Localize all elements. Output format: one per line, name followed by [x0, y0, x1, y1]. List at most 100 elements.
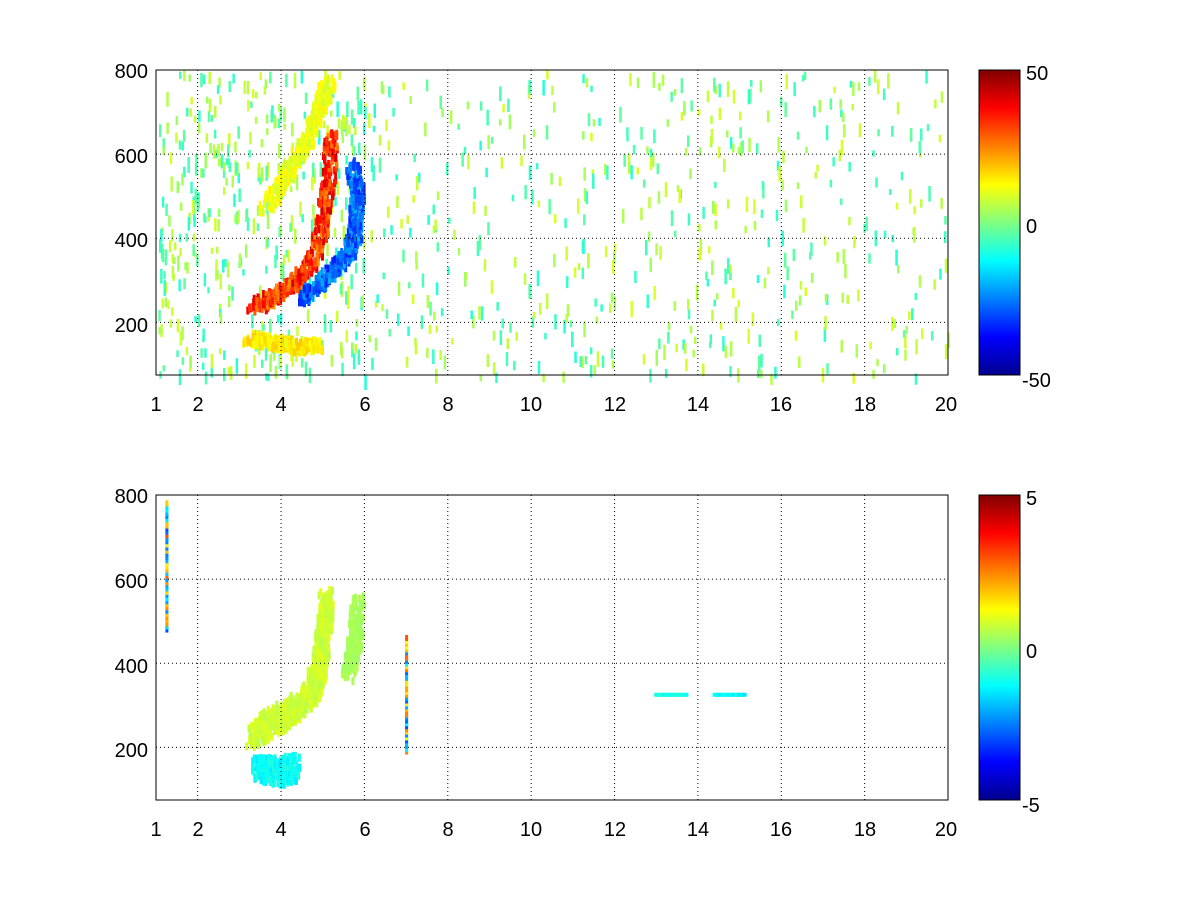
- heatmap-cell: [357, 594, 361, 603]
- heatmap-cell: [308, 284, 312, 293]
- heatmap-cell: [256, 755, 259, 764]
- heatmap-cell: [297, 160, 301, 169]
- heatmap-cell: [511, 194, 515, 202]
- heatmap-cell: [712, 200, 715, 214]
- heatmap-cell: [513, 360, 516, 371]
- heatmap-cell: [188, 74, 192, 82]
- heatmap-cell: [551, 85, 554, 95]
- heatmap-cell: [176, 350, 179, 357]
- heatmap-cell: [247, 99, 250, 112]
- heatmap-cell: [193, 115, 197, 123]
- heatmap-cell: [626, 127, 629, 142]
- heatmap-cell: [648, 197, 651, 209]
- heatmap-cell: [292, 166, 296, 175]
- heatmap-cell: [897, 265, 900, 274]
- heatmap-cell: [359, 192, 363, 201]
- heatmap-cell: [269, 728, 273, 737]
- heatmap-cell: [594, 298, 597, 307]
- heatmap-cell: [636, 167, 639, 175]
- heatmap-cell: [548, 199, 551, 215]
- bottom-x-tick-label: 2: [192, 819, 203, 841]
- heatmap-cell: [280, 172, 284, 181]
- heatmap-cell: [877, 129, 880, 137]
- heatmap-cell: [382, 272, 385, 280]
- heatmap-cell: [361, 632, 365, 641]
- heatmap-cell: [852, 372, 855, 384]
- top-colorbar-gradient: [978, 69, 1021, 376]
- heatmap-cell: [778, 166, 781, 182]
- heatmap-cell: [652, 152, 655, 167]
- heatmap-cell: [495, 372, 498, 383]
- heatmap-cell: [299, 289, 303, 298]
- heatmap-cell: [356, 224, 360, 233]
- heatmap-cell: [647, 231, 651, 242]
- heatmap-cell: [863, 223, 866, 233]
- heatmap-cell: [292, 175, 296, 184]
- heatmap-cell: [676, 185, 680, 192]
- heatmap-cell: [290, 147, 294, 156]
- heatmap-cell: [331, 136, 335, 145]
- heatmap-cell: [425, 79, 429, 92]
- heatmap-cell: [710, 128, 714, 144]
- heatmap-cell: [842, 249, 845, 264]
- heatmap-cell: [263, 724, 267, 733]
- heatmap-cell: [337, 250, 341, 259]
- heatmap-cell: [318, 85, 322, 94]
- heatmap-cell: [509, 322, 512, 333]
- heatmap-cell: [356, 616, 360, 625]
- heatmap-cell: [193, 250, 197, 258]
- heatmap-cell: [291, 751, 295, 760]
- heatmap-cell: [680, 111, 684, 121]
- heatmap-cell: [268, 342, 272, 351]
- heatmap-cell: [281, 282, 285, 291]
- heatmap-cell: [324, 106, 328, 115]
- heatmap-cell: [227, 144, 230, 158]
- heatmap-cell: [810, 273, 814, 283]
- heatmap-cell: [846, 294, 849, 304]
- heatmap-cell: [333, 227, 337, 238]
- heatmap-cell: [359, 613, 363, 622]
- heatmap-cell: [775, 209, 779, 222]
- heatmap-cell: [288, 346, 292, 355]
- heatmap-cell: [729, 366, 732, 378]
- heatmap-cell: [358, 212, 362, 221]
- heatmap-cell: [258, 731, 262, 739]
- heatmap-cell: [361, 613, 365, 622]
- top-grid-lines: [156, 70, 948, 375]
- heatmap-cell: [628, 162, 631, 174]
- heatmap-cell: [656, 163, 659, 175]
- heatmap-cell: [315, 252, 319, 261]
- heatmap-cell: [345, 330, 348, 343]
- heatmap-cell: [433, 311, 436, 321]
- heatmap-cell: [761, 181, 765, 190]
- heatmap-cell: [360, 179, 364, 188]
- heatmap-cell: [409, 96, 412, 104]
- heatmap-cell: [216, 147, 220, 155]
- heatmap-cell: [309, 290, 313, 299]
- heatmap-cell: [303, 144, 307, 153]
- heatmap-cell: [593, 365, 596, 375]
- heatmap-cell: [271, 722, 275, 731]
- heatmap-cell: [325, 235, 328, 243]
- heatmap-cell: [621, 209, 625, 224]
- top-y-tick-label: 400: [115, 230, 148, 252]
- heatmap-cell: [286, 757, 290, 766]
- heatmap-cell: [577, 263, 581, 270]
- heatmap-cell: [612, 260, 615, 274]
- heatmap-cell: [909, 128, 913, 142]
- heatmap-cell: [170, 176, 173, 192]
- heatmap-cell: [355, 637, 359, 646]
- heatmap-cell: [249, 131, 252, 145]
- heatmap-cell: [692, 349, 695, 358]
- heatmap-cell: [426, 295, 430, 309]
- heatmap-cell: [630, 165, 633, 180]
- bottom-x-tick-label: 1: [150, 819, 161, 841]
- heatmap-cell: [763, 277, 767, 289]
- heatmap-cell: [165, 525, 169, 532]
- heatmap-cell: [291, 354, 294, 367]
- heatmap-cell: [255, 335, 259, 344]
- heatmap-cell: [550, 172, 553, 185]
- heatmap-cell: [222, 259, 225, 273]
- heatmap-cell: [267, 758, 271, 767]
- heatmap-cell: [210, 364, 213, 378]
